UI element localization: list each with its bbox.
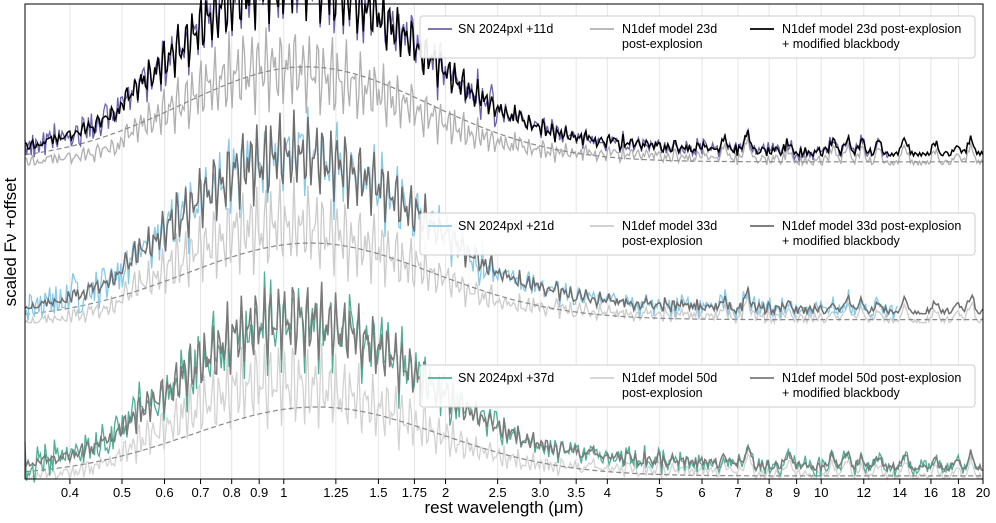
x-tick-label: 1 [280,485,287,500]
x-tick-label: 9 [793,485,800,500]
blackbody-curve [24,242,983,321]
model-plus-blackbody-line [24,109,984,317]
x-tick-label: 10 [814,485,828,500]
panel-1 [24,0,984,167]
x-tick-label: 7 [734,485,741,500]
model-plus-blackbody-line [24,0,984,159]
x-tick-label: 0.6 [156,485,174,500]
legend-label: N1def model 33d post-explosion [622,219,717,248]
x-tick-label: 20 [976,485,990,500]
legend-label: N1def model 33d post-explosion + modified… [782,219,961,248]
x-tick-label: 1.75 [402,485,427,500]
legend-panel-1: SN 2024pxl +11d N1def model 23d post-explo… [419,15,976,59]
x-tick-label: 4 [604,485,611,500]
legend-label: N1def model 23d post-explosion + modified… [782,22,961,51]
blackbody-curve [24,66,983,163]
x-tick-label: 0.9 [250,485,268,500]
blackbody-curve [24,406,983,477]
panel-3 [24,271,984,483]
x-axis-label: rest wavelength (μm) [424,498,583,517]
model-spectrum-line [24,27,984,167]
y-axis-label: scaled Fν +offset [1,177,20,306]
x-tick-label: 0.5 [113,485,131,500]
x-tick-label: 3.0 [531,485,549,500]
legends: SN 2024pxl +11d N1def model 23d post-explo… [419,15,976,408]
x-tick-label: 3.5 [567,485,585,500]
legend-label: N1def model 50d post-explosion [622,371,717,400]
x-tick-label: 0.7 [191,485,209,500]
model-spectrum-line [24,176,984,326]
legend-label: SN 2024pxl +37d [458,371,554,385]
x-tick-label: 12 [857,485,871,500]
x-tick-label: 6 [698,485,705,500]
x-tick-label: 2 [442,485,449,500]
legend-box [419,212,976,256]
x-tick-label: 8 [766,485,773,500]
x-tick-label: 18 [951,485,965,500]
x-ticks: 0.4 0.5 0.6 0.7 0.8 0.9 1 1.25 1.5 1.75 2 2.5 3.0 3.5… [61,479,990,500]
x-tick-label: 14 [893,485,907,500]
x-tick-label: 0.8 [223,485,241,500]
legend-label: N1def model 50d post-explosion + modified… [782,371,961,400]
legend-panel-3: SN 2024pxl +37d N1def model 50d post-explo… [419,364,976,408]
x-tick-label: 5 [656,485,663,500]
legend-panel-2: SN 2024pxl +21d N1def model 33d post-explo… [419,212,976,256]
x-tick-label: 1.25 [323,485,348,500]
legend-label: SN 2024pxl +11d [458,22,553,36]
legend-box [419,364,976,408]
x-tick-label: 16 [924,485,938,500]
x-tick-label: 1.5 [369,485,387,500]
legend-label: N1def model 23d post-explosion [622,22,717,51]
model-plus-blackbody-line [24,281,984,473]
model-spectrum-line [24,343,983,482]
legend-box [419,15,976,59]
x-tick-label: 0.4 [61,485,79,500]
spectra-panels [24,0,984,483]
x-tick-label: 2.5 [489,485,507,500]
axes-border [24,3,984,480]
legend-label: SN 2024pxl +21d [458,219,554,233]
